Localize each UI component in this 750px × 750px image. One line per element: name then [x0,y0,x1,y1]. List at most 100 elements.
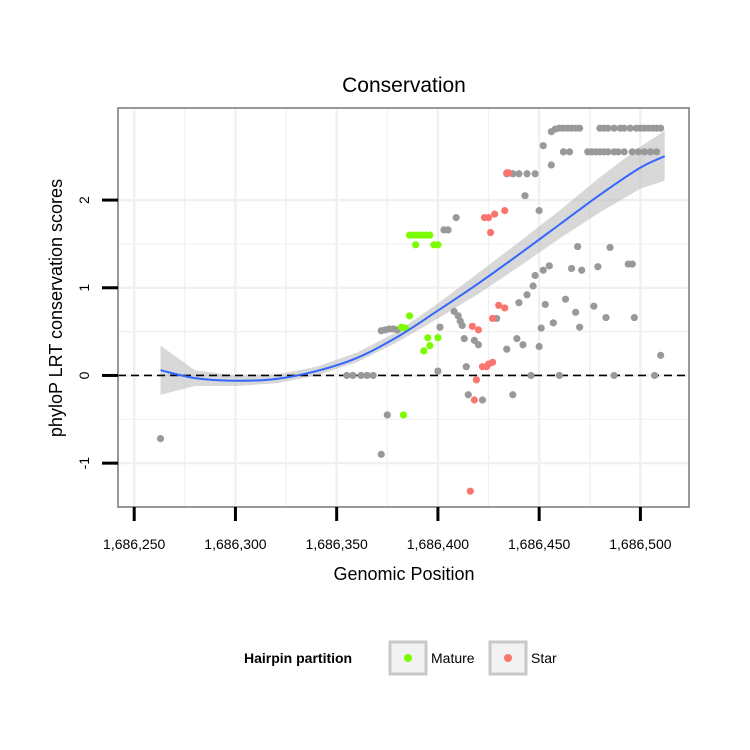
data-point-star [468,322,476,330]
data-point-star [488,358,497,366]
series-star [466,169,513,495]
data-point-mature [405,312,414,320]
data-point-other [478,396,487,404]
data-point-mature [412,241,420,249]
data-point-mature [420,347,428,355]
data-point-star [505,169,513,177]
data-point-star [501,207,509,215]
data-point-other [531,170,539,178]
data-point-other [541,300,549,309]
series-other [156,124,665,458]
data-point-other [646,148,655,156]
data-point-other [657,124,665,132]
data-point-other [620,148,628,156]
data-point-other [634,148,642,156]
data-point-star [501,304,509,312]
x-tick-label: 1,686,450 [508,536,570,552]
data-point-other [535,342,543,351]
data-point-star [466,487,474,495]
data-point-other [614,148,622,156]
x-tick-label: 1,686,250 [103,536,165,552]
data-point-other [509,391,517,399]
data-point-other [640,148,649,156]
data-point-star [491,210,499,218]
data-point-other [630,313,638,322]
data-point-other [527,371,535,380]
legend-label-star: Star [531,650,557,666]
data-point-other [357,371,365,380]
x-tick-label: 1,686,350 [306,536,368,552]
data-point-mature [434,241,442,249]
data-point-other [349,371,357,380]
smooth-layer [160,155,666,382]
data-point-star [472,376,480,384]
data-point-other [602,313,610,322]
data-point-other [444,226,452,234]
data-point-mature [426,342,434,350]
legend-title: Hairpin partition [244,650,352,666]
data-point-other [578,266,586,274]
data-point-other [549,319,557,327]
data-point-other [590,302,598,310]
data-point-star [470,396,478,404]
data-point-mature [426,231,434,239]
data-point-other [531,271,539,280]
data-point-other [574,242,582,251]
legend-mature-dot [404,654,412,662]
data-point-other [561,295,570,303]
legend: Hairpin partition Mature Star [244,640,557,676]
data-point-other [515,299,523,307]
data-point-other [626,124,634,132]
data-point-other [460,335,468,343]
data-point-mature [399,411,408,419]
x-axis: 1,686,250 1,686,300 1,686,350 1,686,400 1,68… [103,507,672,552]
data-point-other [576,323,584,331]
data-point-other [474,341,483,349]
data-point-other [503,345,511,353]
data-point-other [521,192,529,200]
y-axis: -1 0 1 2 [76,196,118,469]
data-point-other [529,282,537,290]
data-point-other [559,148,568,156]
smooth-line [160,155,666,382]
data-point-star [495,301,503,309]
data-point-other [523,170,531,178]
data-point-other [383,411,391,419]
data-point-other [523,291,531,299]
chart-title: Conservation [342,74,466,97]
data-point-other [650,371,659,380]
data-point-other [545,262,553,270]
data-point-mature [434,334,442,342]
data-point-other [343,371,351,380]
legend-star-dot [504,654,512,662]
data-point-other [628,148,636,156]
plot-border [117,107,690,508]
data-point-star [484,214,493,222]
x-tick-label: 1,686,500 [609,536,671,552]
data-point-other [594,263,602,271]
data-point-other [565,148,574,156]
data-point-other [537,324,545,332]
data-point-star [488,314,497,323]
y-tick-label: 0 [76,371,92,379]
y-axis-label: phyloP LRT conservation scores [46,179,66,437]
data-point-other [436,323,444,331]
data-point-star [474,326,483,334]
data-point-other [653,148,661,156]
data-point-other [604,124,612,132]
data-point-other [519,341,527,349]
data-point-other [458,321,466,330]
data-point-other [572,308,580,316]
data-point-other [547,161,555,169]
legend-label-mature: Mature [431,650,475,666]
plot-panel [118,108,689,507]
data-point-other [606,243,614,252]
data-point-mature [424,334,432,342]
y-tick-label: 1 [76,284,92,292]
x-axis-label: Genomic Position [333,564,474,584]
data-point-other [567,264,576,273]
data-point-other [610,124,618,132]
y-tick-label: -1 [76,457,92,470]
data-point-other [539,266,547,274]
data-point-other [555,371,564,380]
